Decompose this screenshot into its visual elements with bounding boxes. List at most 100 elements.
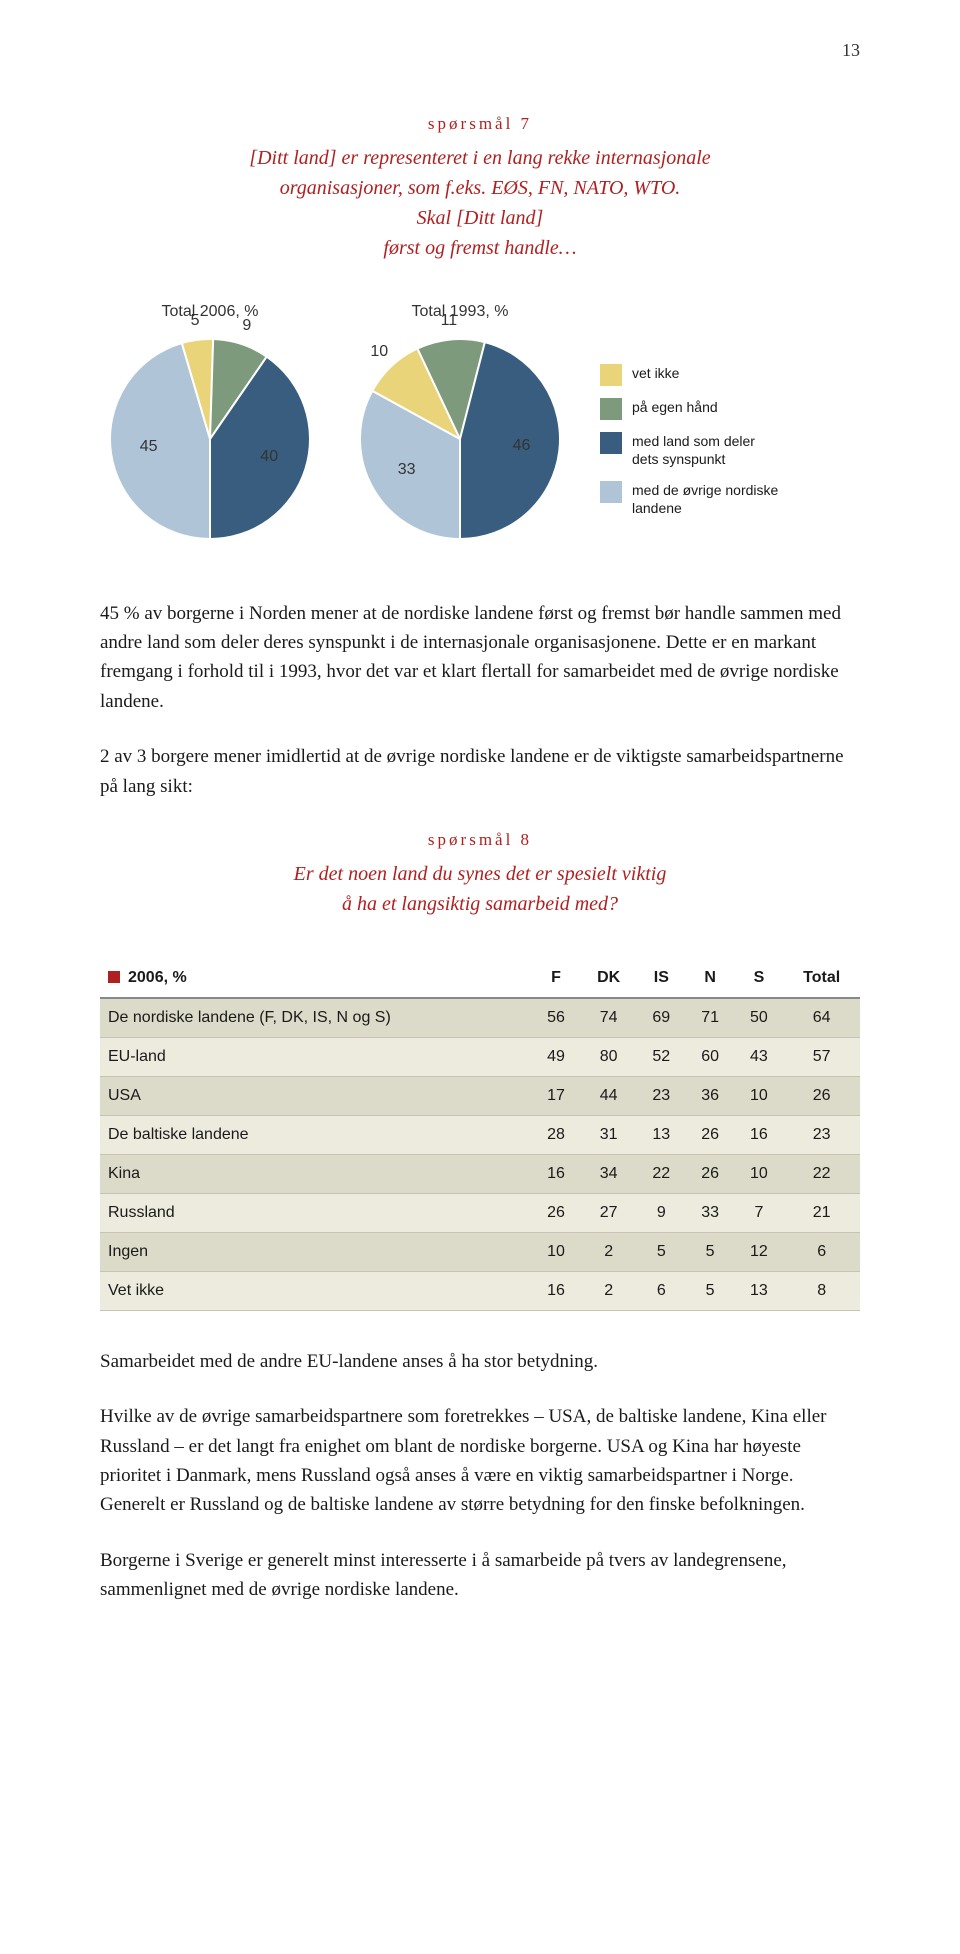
table-cell: 17 (532, 1076, 581, 1115)
q7-line4: først og fremst handle… (100, 233, 860, 263)
pie-slice-label: 33 (398, 461, 416, 479)
pie-slice-label: 45 (140, 438, 158, 456)
table-cell: 56 (532, 998, 581, 1038)
legend-swatch (600, 398, 622, 420)
chart-legend: vet ikke på egen hånd med land som deler d… (600, 364, 780, 517)
table-cell: 22 (637, 1154, 686, 1193)
pie-slice-label: 46 (513, 437, 531, 455)
table-cell: 16 (532, 1154, 581, 1193)
data-table: 2006, % FDKISNSTotal De nordiske landene… (100, 959, 860, 1311)
table-row: Kina163422261022 (100, 1154, 860, 1193)
table-cell: 10 (735, 1076, 784, 1115)
table-row-label: EU-land (100, 1037, 532, 1076)
table-row: USA174423361026 (100, 1076, 860, 1115)
legend-text: med de øvrige nordiske landene (632, 481, 780, 517)
table-column-header: F (532, 959, 581, 998)
table-cell: 13 (735, 1271, 784, 1310)
table-cell: 49 (532, 1037, 581, 1076)
table-cell: 5 (686, 1232, 735, 1271)
page-number: 13 (100, 40, 860, 61)
paragraph-5: Borgerne i Sverige er generelt minst int… (100, 1546, 860, 1605)
table-row: Ingen10255126 (100, 1232, 860, 1271)
table-row: De baltiske landene283113261623 (100, 1115, 860, 1154)
pie-2006: Total 2006, % 455940 (100, 303, 320, 549)
pie-1993-title: Total 1993, % (412, 303, 509, 321)
table-row: Vet ikke16265138 (100, 1271, 860, 1310)
legend-item: på egen hånd (600, 398, 780, 420)
paragraph-1: 45 % av borgerne i Norden mener at de no… (100, 599, 860, 717)
legend-item: med de øvrige nordiske landene (600, 481, 780, 517)
legend-text: med land som deler dets synspunkt (632, 432, 780, 468)
table-cell: 36 (686, 1076, 735, 1115)
pie-slice-label: 40 (260, 448, 278, 466)
q8-line2: å ha et langsiktig samarbeid med? (100, 889, 860, 919)
bullet-icon (108, 971, 120, 983)
table-row: EU-land498052604357 (100, 1037, 860, 1076)
pie-slice-label: 5 (191, 312, 200, 330)
table-cell: 60 (686, 1037, 735, 1076)
table-cell: 10 (735, 1154, 784, 1193)
table-row-label: De baltiske landene (100, 1115, 532, 1154)
table-cell: 52 (637, 1037, 686, 1076)
legend-text: vet ikke (632, 364, 679, 382)
pie-slice-label: 10 (370, 343, 388, 361)
table-cell: 64 (783, 998, 860, 1038)
table-cell: 8 (783, 1271, 860, 1310)
table-cell: 10 (532, 1232, 581, 1271)
table-cell: 23 (637, 1076, 686, 1115)
legend-swatch (600, 364, 622, 386)
table-row-label: Kina (100, 1154, 532, 1193)
question-8-label: SPØRSMÅL 8 (100, 827, 860, 853)
pie-1993: Total 1993, % 33 10 11 46 (350, 303, 570, 549)
table-cell: 16 (735, 1115, 784, 1154)
legend-text: på egen hånd (632, 398, 718, 416)
table-cell: 21 (783, 1193, 860, 1232)
paragraph-2: 2 av 3 borgere mener imidlertid at de øv… (100, 742, 860, 801)
legend-item: vet ikke (600, 364, 780, 386)
paragraph-4: Hvilke av de øvrige samarbeidspartnere s… (100, 1402, 860, 1520)
legend-item: med land som deler dets synspunkt (600, 432, 780, 468)
table-cell: 2 (580, 1271, 636, 1310)
table-cell: 9 (637, 1193, 686, 1232)
table-row-label: Vet ikke (100, 1271, 532, 1310)
table-cell: 26 (532, 1193, 581, 1232)
table-column-header: IS (637, 959, 686, 998)
table-cell: 26 (686, 1154, 735, 1193)
table-cell: 34 (580, 1154, 636, 1193)
table-cell: 27 (580, 1193, 636, 1232)
table-column-header: Total (783, 959, 860, 998)
table-cell: 57 (783, 1037, 860, 1076)
table-cell: 7 (735, 1193, 784, 1232)
table-cell: 22 (783, 1154, 860, 1193)
table-cell: 71 (686, 998, 735, 1038)
table-cell: 5 (637, 1232, 686, 1271)
table-cell: 80 (580, 1037, 636, 1076)
table-cell: 50 (735, 998, 784, 1038)
table-cell: 2 (580, 1232, 636, 1271)
pie-slice-label: 9 (242, 317, 251, 335)
table-cell: 13 (637, 1115, 686, 1154)
table-row-label: Russland (100, 1193, 532, 1232)
table-cell: 74 (580, 998, 636, 1038)
pie-slice-label: 11 (441, 312, 458, 330)
q8-line1: Er det noen land du synes det er spesiel… (100, 859, 860, 889)
table-cell: 33 (686, 1193, 735, 1232)
table-cell: 26 (686, 1115, 735, 1154)
legend-swatch (600, 432, 622, 454)
table-cell: 23 (783, 1115, 860, 1154)
table-cell: 5 (686, 1271, 735, 1310)
table-cell: 28 (532, 1115, 581, 1154)
table-column-header: S (735, 959, 784, 998)
legend-swatch (600, 481, 622, 503)
table-column-header: N (686, 959, 735, 998)
table-row-label: Ingen (100, 1232, 532, 1271)
question-7-label: SPØRSMÅL 7 (100, 111, 860, 137)
table-header-left: 2006, % (100, 959, 532, 998)
table-cell: 31 (580, 1115, 636, 1154)
table-row-label: De nordiske landene (F, DK, IS, N og S) (100, 998, 532, 1038)
q7-line1: [Ditt land] er representeret i en lang r… (100, 143, 860, 173)
table-cell: 69 (637, 998, 686, 1038)
pie-charts-row: Total 2006, % 455940 Total 1993, % 33101… (100, 303, 860, 549)
table-row: De nordiske landene (F, DK, IS, N og S)5… (100, 998, 860, 1038)
paragraph-3: Samarbeidet med de andre EU-landene anse… (100, 1347, 860, 1376)
